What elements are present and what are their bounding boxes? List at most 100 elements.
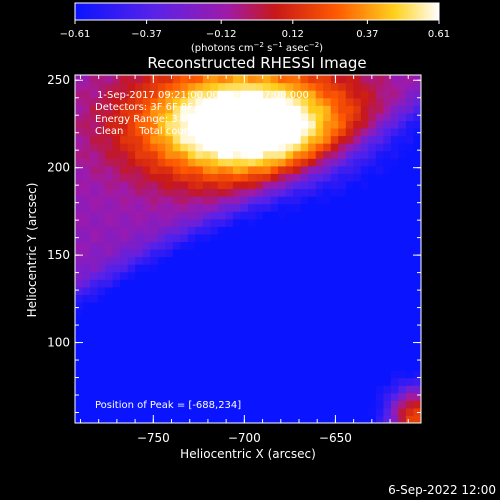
heatmap-cell xyxy=(165,143,174,152)
heatmap-cell xyxy=(398,301,407,311)
heatmap-cell xyxy=(293,188,302,197)
heatmap-cell xyxy=(308,370,317,379)
y-tick-label: 200 xyxy=(47,161,70,175)
heatmap-cell xyxy=(278,188,287,197)
heatmap-cell xyxy=(172,407,181,417)
heatmap-cell xyxy=(413,203,421,212)
heatmap-cell xyxy=(180,392,189,401)
heatmap-cell xyxy=(150,301,159,311)
heatmap-cell xyxy=(225,264,234,273)
heatmap-cell xyxy=(112,241,121,250)
heatmap-cell xyxy=(210,105,219,114)
heatmap-cell xyxy=(105,196,114,205)
heatmap-cell xyxy=(330,97,339,106)
heatmap-cell xyxy=(368,377,377,386)
heatmap-cell xyxy=(127,150,136,159)
heatmap-cell xyxy=(195,226,204,235)
heatmap-cell xyxy=(413,158,421,167)
heatmap-cell xyxy=(390,218,400,227)
heatmap-cell xyxy=(150,377,159,386)
heatmap-cell xyxy=(240,105,249,114)
heatmap-cell xyxy=(383,317,392,326)
heatmap-cell xyxy=(112,332,121,341)
heatmap-cell xyxy=(120,317,129,326)
heatmap-cell xyxy=(405,271,415,280)
heatmap-cell xyxy=(75,271,84,280)
heatmap-cell xyxy=(285,301,294,311)
heatmap-cell xyxy=(225,249,234,258)
heatmap-cell xyxy=(210,400,219,409)
heatmap-cell xyxy=(195,294,204,303)
heatmap-cell xyxy=(248,286,257,295)
heatmap-cell xyxy=(240,241,249,250)
heatmap-cell xyxy=(263,301,272,311)
heatmap-cell xyxy=(323,249,332,258)
heatmap-cell xyxy=(187,180,196,190)
heatmap-cell xyxy=(338,188,347,197)
heatmap-cell xyxy=(157,271,166,280)
heatmap-cell xyxy=(285,226,294,235)
heatmap-cell xyxy=(187,173,196,182)
heatmap-cell xyxy=(405,256,415,265)
heatmap-cell xyxy=(180,347,189,356)
heatmap-cell xyxy=(142,173,151,182)
heatmap-cell xyxy=(285,385,294,394)
heatmap-cell xyxy=(120,82,129,91)
heatmap-cell xyxy=(82,370,91,379)
heatmap-cell xyxy=(97,347,106,356)
heatmap-cell xyxy=(413,75,421,84)
heatmap-cell xyxy=(383,264,392,273)
heatmap-cell xyxy=(240,324,249,333)
heatmap-cell xyxy=(413,362,421,371)
heatmap-cell xyxy=(308,165,317,174)
heatmap-cell xyxy=(97,279,106,288)
heatmap-cell xyxy=(187,271,196,280)
heatmap-cell xyxy=(112,264,121,273)
heatmap-cell xyxy=(263,112,272,121)
heatmap-cell xyxy=(165,415,174,423)
heatmap-cell xyxy=(82,241,91,250)
heatmap-cell xyxy=(150,180,159,190)
heatmap-cell xyxy=(180,256,189,265)
heatmap-cell xyxy=(202,188,211,197)
heatmap-cell xyxy=(157,143,166,152)
heatmap-cell xyxy=(383,112,392,121)
heatmap-cell xyxy=(165,332,174,341)
heatmap-cell xyxy=(172,180,181,190)
heatmap-cell xyxy=(82,400,91,409)
heatmap-cell xyxy=(195,256,204,265)
heatmap-cell xyxy=(345,241,354,250)
heatmap-cell xyxy=(142,90,151,99)
heatmap-cell xyxy=(390,324,400,333)
heatmap-cell xyxy=(75,158,84,167)
heatmap-cell xyxy=(82,301,91,311)
heatmap-cell xyxy=(165,279,174,288)
heatmap-cell xyxy=(172,324,181,333)
heatmap-cell xyxy=(308,82,317,91)
heatmap-cell xyxy=(338,354,347,364)
heatmap-cell xyxy=(248,271,257,280)
heatmap-cell xyxy=(112,120,121,129)
heatmap-cell xyxy=(278,165,287,174)
heatmap-cell xyxy=(375,294,384,303)
heatmap-cell xyxy=(135,233,144,243)
heatmap-cell xyxy=(157,415,166,423)
heatmap-cell xyxy=(413,332,421,341)
heatmap-cell xyxy=(210,256,219,265)
heatmap-cell xyxy=(360,249,369,258)
heatmap-cell xyxy=(180,120,189,129)
heatmap-cell xyxy=(345,120,354,129)
heatmap-cell xyxy=(90,75,99,84)
heatmap-cell xyxy=(112,370,121,379)
heatmap-cell xyxy=(90,362,99,371)
heatmap-cell xyxy=(255,339,264,348)
heatmap-cell xyxy=(217,241,227,250)
heatmap-cell xyxy=(232,196,242,205)
heatmap-cell xyxy=(323,339,332,348)
heatmap-cell xyxy=(308,264,317,273)
heatmap-cell xyxy=(232,165,242,174)
heatmap-cell xyxy=(263,385,272,394)
heatmap-cell xyxy=(232,354,242,364)
heatmap-cell xyxy=(308,309,317,318)
heatmap-cell xyxy=(308,271,317,280)
